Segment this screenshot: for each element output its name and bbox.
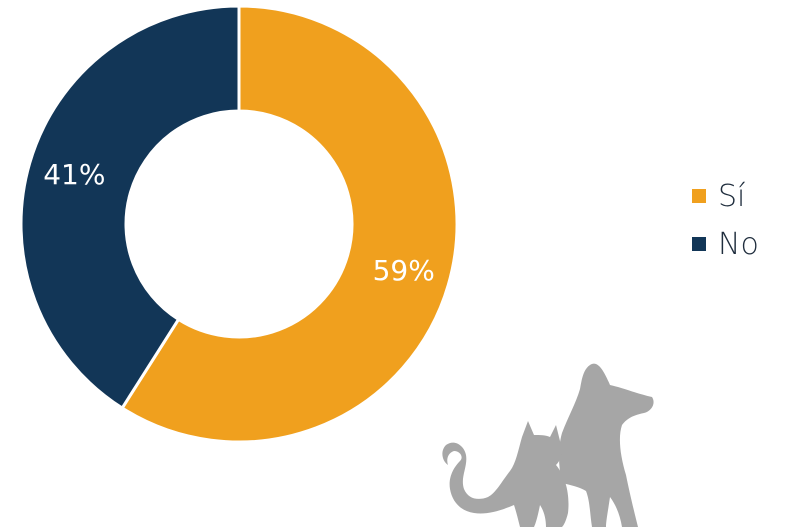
legend-label-si: Sí — [718, 178, 746, 214]
slice-label-si: 59% — [373, 254, 435, 287]
legend-label-no: No — [718, 226, 759, 262]
legend-swatch-no — [692, 237, 706, 251]
chart-legend: Sí No — [692, 172, 759, 268]
legend-swatch-si — [692, 189, 706, 203]
donut-chart: 59% 41% — [19, 4, 459, 444]
legend-item-no: No — [692, 220, 759, 268]
donut-slice-si — [120, 4, 459, 444]
donut-slice-no — [19, 4, 241, 411]
dog-and-cat-icon — [442, 363, 654, 527]
slice-label-no: 41% — [43, 158, 105, 191]
slices-group — [19, 4, 459, 444]
legend-item-si: Sí — [692, 172, 759, 220]
slice-labels-group: 59% 41% — [43, 158, 435, 287]
